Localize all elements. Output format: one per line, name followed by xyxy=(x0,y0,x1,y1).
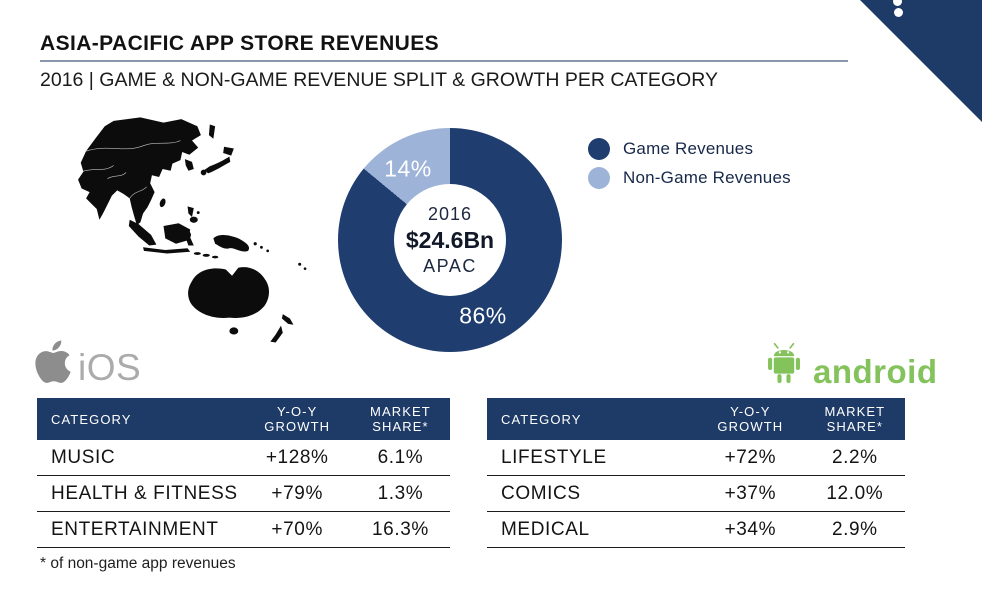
legend-swatch xyxy=(588,138,610,160)
cell-growth: +128% xyxy=(265,446,329,468)
apac-map xyxy=(58,112,326,347)
column-header-share-line2: SHARE* xyxy=(372,419,429,434)
corner-dot-icon xyxy=(893,0,902,6)
column-header-category: CATEGORY xyxy=(501,411,582,427)
cell-category: HEALTH & FITNESS xyxy=(51,482,238,504)
ios-logo: iOS xyxy=(35,338,141,386)
column-header-share-line1: MARKET xyxy=(824,404,886,419)
corner-dot-icon xyxy=(894,8,903,17)
cell-category: COMICS xyxy=(501,482,581,504)
nongame-slice-label: 14% xyxy=(384,155,432,182)
table-header-row: CATEGORY Y-O-Y GROWTH MARKET SHARE* xyxy=(487,398,905,440)
title-underline xyxy=(40,60,848,62)
android-logo: android xyxy=(763,343,938,388)
cell-share: 6.1% xyxy=(377,446,424,468)
cell-category: ENTERTAINMENT xyxy=(51,518,219,540)
page-title: ASIA-PACIFIC APP STORE REVENUES xyxy=(40,32,440,55)
donut-center: 2016 $24.6Bn APAC xyxy=(394,184,506,296)
donut-center-region: APAC xyxy=(423,255,477,276)
cell-growth: +70% xyxy=(271,518,323,540)
cell-share: 1.3% xyxy=(377,482,424,504)
donut-center-year: 2016 xyxy=(427,203,473,224)
column-header-growth-line1: Y-O-Y xyxy=(730,404,771,419)
ios-category-table: CATEGORY Y-O-Y GROWTH MARKET SHARE* MUSI… xyxy=(37,398,450,548)
cell-category: MEDICAL xyxy=(501,518,590,540)
column-header-share-line2: SHARE* xyxy=(826,419,884,434)
column-header-share-line1: MARKET xyxy=(370,404,431,419)
table-row: ENTERTAINMENT +70% 16.3% xyxy=(37,512,450,548)
cell-growth: +79% xyxy=(271,482,323,504)
android-robot-icon xyxy=(768,343,800,384)
cell-growth: +34% xyxy=(724,518,777,540)
column-header-category: CATEGORY xyxy=(51,411,132,427)
cell-growth: +37% xyxy=(724,482,777,504)
game-slice-label: 86% xyxy=(459,302,507,329)
chart-legend: Game Revenues Non-Game Revenues xyxy=(588,138,791,196)
ios-wordmark: iOS xyxy=(78,347,142,388)
column-header-growth-line2: GROWTH xyxy=(717,419,784,434)
table-header-row: CATEGORY Y-O-Y GROWTH MARKET SHARE* xyxy=(37,398,450,440)
corner-triangle-decoration xyxy=(860,0,982,122)
legend-swatch xyxy=(588,167,610,189)
apac-map-svg xyxy=(78,117,307,343)
revenue-donut-chart: 14% 86% 2016 $24.6Bn APAC xyxy=(338,128,562,352)
cell-category: LIFESTYLE xyxy=(501,446,607,468)
cell-growth: +72% xyxy=(724,446,777,468)
legend-label: Non-Game Revenues xyxy=(623,168,791,187)
column-header-growth: Y-O-Y GROWTH xyxy=(244,404,351,434)
apple-icon xyxy=(35,340,71,383)
page-subtitle: 2016 | GAME & NON-GAME REVENUE SPLIT & G… xyxy=(40,69,718,91)
cell-share: 16.3% xyxy=(371,518,429,540)
legend-item-nongame: Non-Game Revenues xyxy=(588,167,791,189)
table-row: COMICS +37% 12.0% xyxy=(487,476,905,512)
column-header-share: MARKET SHARE* xyxy=(351,404,450,434)
table-row: MEDICAL +34% 2.9% xyxy=(487,512,905,548)
table-row: HEALTH & FITNESS +79% 1.3% xyxy=(37,476,450,512)
cell-share: 2.2% xyxy=(831,446,878,468)
cell-share: 2.9% xyxy=(831,518,878,540)
legend-label: Game Revenues xyxy=(623,139,754,158)
footnote: * of non-game app revenues xyxy=(40,555,236,572)
column-header-share: MARKET SHARE* xyxy=(805,404,905,434)
column-header-growth-line1: Y-O-Y xyxy=(276,404,318,419)
legend-item-game: Game Revenues xyxy=(588,138,791,160)
table-row: LIFESTYLE +72% 2.2% xyxy=(487,440,905,476)
android-wordmark: android xyxy=(813,353,938,390)
cell-category: MUSIC xyxy=(51,446,116,468)
android-category-table: CATEGORY Y-O-Y GROWTH MARKET SHARE* LIFE… xyxy=(487,398,905,548)
cell-share: 12.0% xyxy=(826,482,884,504)
column-header-growth-line2: GROWTH xyxy=(264,419,331,434)
table-row: MUSIC +128% 6.1% xyxy=(37,440,450,476)
column-header-growth: Y-O-Y GROWTH xyxy=(696,404,805,434)
donut-center-value: $24.6Bn xyxy=(405,226,495,253)
